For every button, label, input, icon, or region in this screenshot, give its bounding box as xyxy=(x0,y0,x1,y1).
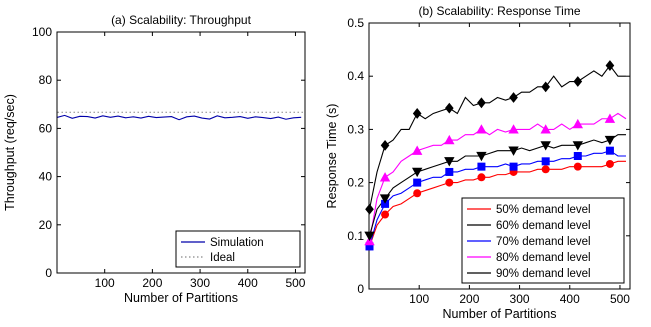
series-line-0 xyxy=(57,114,302,121)
data-point-3 xyxy=(572,118,583,129)
x-tick-label: 400 xyxy=(238,276,258,290)
y-tick-label: 0.3 xyxy=(347,122,364,136)
y-tick-label: 40 xyxy=(39,170,53,184)
data-point-2 xyxy=(605,146,614,155)
data-point-1 xyxy=(380,139,390,151)
legend-label-0: 50% demand level xyxy=(496,204,591,216)
data-point-4 xyxy=(572,141,583,151)
data-point-4 xyxy=(508,146,519,156)
data-point-1 xyxy=(477,97,486,109)
y-tick-label: 100 xyxy=(32,25,52,39)
data-point-2 xyxy=(445,167,454,176)
x-axis-label: Number of Partitions xyxy=(124,291,238,305)
series-lines xyxy=(57,111,305,121)
x-tick-label: 100 xyxy=(95,276,115,290)
legend: 50% demand level 60% demand level 70% dema… xyxy=(461,197,625,284)
data-point-3 xyxy=(508,124,519,134)
legend-box xyxy=(175,230,301,268)
chart-title: (b) Scalability: Response Time xyxy=(418,4,580,18)
legend-label-2: 70% demand level xyxy=(496,236,591,248)
data-point-3 xyxy=(444,134,455,145)
data-point-1 xyxy=(444,102,454,114)
legend-label-1: Ideal xyxy=(210,252,235,264)
data-point-1 xyxy=(365,203,374,215)
data-point-2 xyxy=(365,242,374,251)
series-line-0 xyxy=(369,160,626,247)
y-tick-label: 0 xyxy=(357,282,364,296)
x-tick-label: 200 xyxy=(142,276,162,290)
data-point-2 xyxy=(509,162,518,171)
data-point-0 xyxy=(477,173,486,182)
legend-label-4: 90% demand level xyxy=(496,268,591,280)
data-point-1 xyxy=(412,108,422,119)
data-point-0 xyxy=(381,210,390,219)
legend-label-3: 80% demand level xyxy=(496,252,591,264)
data-point-3 xyxy=(604,113,616,123)
data-point-0 xyxy=(445,178,454,187)
data-point-4 xyxy=(476,151,487,162)
y-tick-label: 0.1 xyxy=(347,229,364,243)
series-line-1 xyxy=(369,64,626,210)
data-point-3 xyxy=(540,124,551,134)
data-point-3 xyxy=(411,145,423,155)
x-tick-label: 500 xyxy=(610,292,630,306)
data-point-2 xyxy=(573,152,582,160)
y-tick-label: 60 xyxy=(39,121,53,135)
data-point-2 xyxy=(413,178,422,187)
legend: Simulation Ideal xyxy=(175,230,301,268)
y-tick-label: 20 xyxy=(39,218,53,232)
x-tick-label: 300 xyxy=(190,276,210,290)
data-point-4 xyxy=(364,231,375,241)
x-tick-label: 200 xyxy=(459,292,479,306)
data-point-1 xyxy=(605,60,615,71)
series-line-2 xyxy=(369,150,626,247)
series-line-3 xyxy=(369,112,627,242)
series-lines xyxy=(369,64,627,247)
series-line-4 xyxy=(369,134,626,236)
data-point-4 xyxy=(411,167,423,178)
x-axis-label: Number of Partitions xyxy=(443,307,557,321)
y-tick-label: 0 xyxy=(45,266,52,280)
data-point-0 xyxy=(541,165,550,174)
data-point-1 xyxy=(541,81,550,93)
data-point-2 xyxy=(541,157,550,166)
data-point-4 xyxy=(540,141,551,151)
y-tick-label: 0.4 xyxy=(347,69,364,83)
data-point-3 xyxy=(476,124,487,134)
data-point-4 xyxy=(379,194,391,204)
data-point-2 xyxy=(477,162,486,171)
data-point-1 xyxy=(509,92,518,103)
data-point-2 xyxy=(381,199,390,208)
response-time-chart: (b) Scalability: Response Time 100 200 300 4… xyxy=(325,4,631,321)
x-tick-label: 500 xyxy=(285,276,305,290)
data-point-3 xyxy=(379,172,391,182)
chart-title: (a) Scalability: Throughput xyxy=(111,13,252,27)
x-tick-label: 400 xyxy=(560,292,580,306)
y-axis-label: Throughput (req/sec) xyxy=(3,94,17,211)
x-tick-label: 100 xyxy=(409,292,429,306)
legend-label-1: 60% demand level xyxy=(496,220,591,232)
y-tick-label: 0.5 xyxy=(347,16,364,30)
x-tick-label: 300 xyxy=(510,292,530,306)
data-point-0 xyxy=(605,159,614,168)
data-point-0 xyxy=(573,162,582,171)
data-point-0 xyxy=(413,189,422,198)
series-markers xyxy=(364,60,616,251)
y-tick-label: 80 xyxy=(39,73,53,87)
legend-label-0: Simulation xyxy=(210,237,264,249)
y-tick-label: 0.2 xyxy=(347,176,364,190)
data-point-4 xyxy=(444,157,455,167)
data-point-4 xyxy=(604,135,616,146)
data-point-1 xyxy=(573,76,583,87)
y-axis-label: Response Time (s) xyxy=(325,104,339,209)
